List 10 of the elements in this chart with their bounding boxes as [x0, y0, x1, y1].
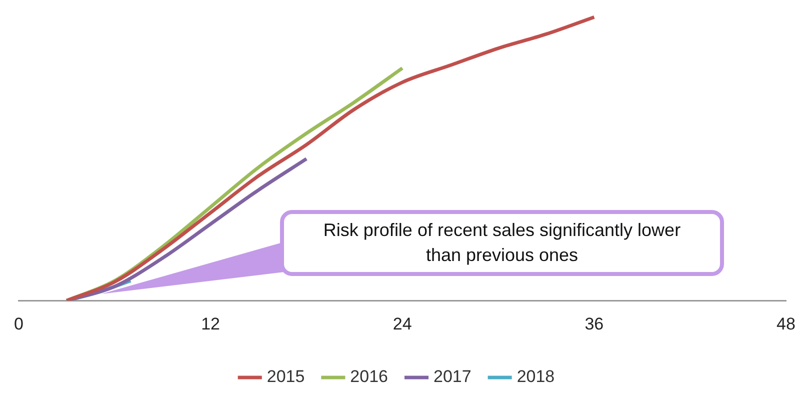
- x-tick-label: 24: [392, 314, 412, 334]
- x-tick-label: 48: [776, 314, 796, 334]
- legend-label: 2017: [434, 367, 472, 386]
- legend-label: 2015: [266, 367, 305, 386]
- x-tick-label: 12: [201, 314, 220, 334]
- legend-label: 2016: [350, 367, 388, 386]
- x-tick-label: 0: [14, 314, 24, 334]
- legend-label: 2018: [516, 367, 555, 386]
- annotation: Risk profile of recent sales significantly lower than previous ones: [280, 210, 724, 276]
- x-tick-label: 36: [584, 314, 604, 334]
